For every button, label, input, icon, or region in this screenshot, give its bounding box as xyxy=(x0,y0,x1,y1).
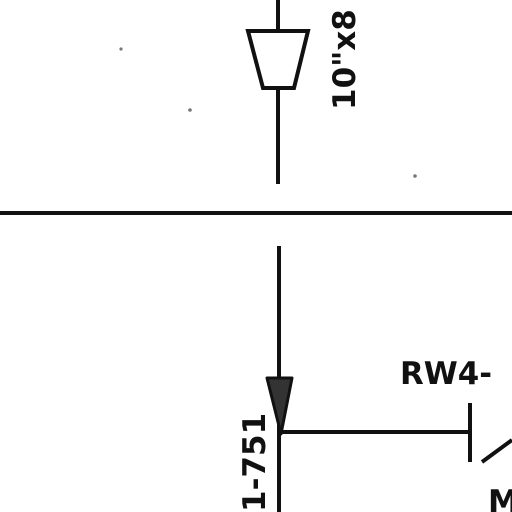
valve-body-line xyxy=(480,438,512,464)
flow-arrow-icon xyxy=(265,376,294,436)
scan-speckles xyxy=(119,47,417,178)
partial-letter-label: M xyxy=(488,484,512,512)
reducer-symbol xyxy=(245,29,311,90)
valve-tag-label: RW4- xyxy=(400,356,492,392)
reducer-size-label: 10"x8 xyxy=(327,9,363,110)
line-tag-label: 1-751 xyxy=(237,413,273,512)
